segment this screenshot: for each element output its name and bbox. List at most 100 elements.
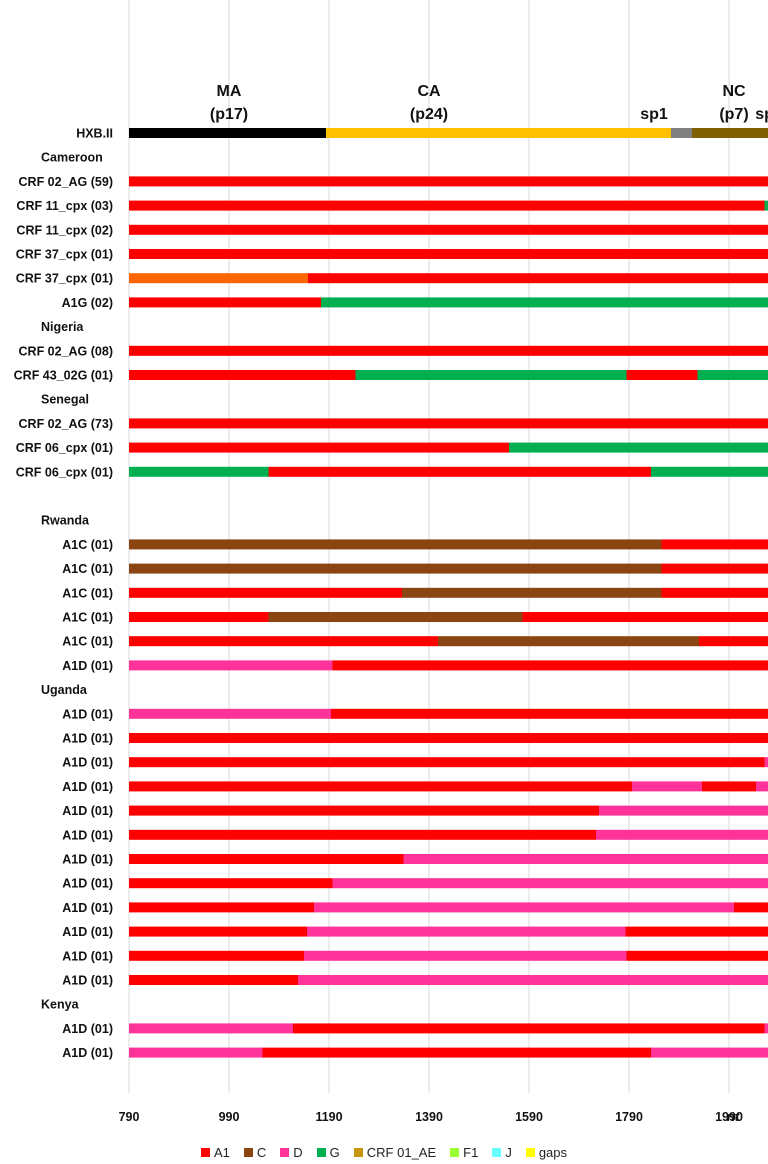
legend-swatch	[492, 1147, 502, 1157]
row-label: CRF 11_cpx (03)	[16, 199, 113, 213]
gene-region-label: sp1	[640, 106, 668, 123]
row-label: CRF 02_AG (08)	[19, 344, 113, 358]
row-label: CRF 37_cpx (01)	[16, 248, 113, 262]
bar-segment	[661, 539, 768, 550]
bar-segment	[702, 781, 756, 792]
row-label: A1C (01)	[62, 586, 113, 600]
bar-segment	[129, 176, 768, 187]
bar-segment	[129, 708, 331, 719]
row-label: A1D (01)	[62, 828, 113, 842]
bar-segment	[268, 612, 523, 622]
bar-segment	[332, 660, 768, 671]
bar-segment	[697, 370, 768, 380]
bar-segment	[129, 733, 768, 743]
legend-swatch	[243, 1147, 253, 1157]
bar-segment	[129, 345, 768, 356]
bar-segment	[304, 950, 627, 961]
legend-swatch	[450, 1147, 460, 1157]
bar-segment	[321, 297, 768, 308]
bar-segment	[651, 1047, 768, 1058]
legend-item: G	[316, 1145, 340, 1160]
row-label: A1D (01)	[62, 756, 113, 770]
gene-region-label: NC	[722, 83, 746, 100]
bar-segment	[268, 466, 651, 477]
legend-item: D	[280, 1144, 303, 1160]
bar-segment	[129, 829, 596, 840]
legend-swatch	[280, 1147, 290, 1157]
bar-segment	[129, 1047, 263, 1058]
bar-segment	[129, 781, 632, 792]
row-label: A1D (01)	[62, 974, 113, 988]
x-tick-label: 1790	[615, 1110, 643, 1124]
legend-label: F1	[463, 1144, 479, 1160]
row-label: A1D (01)	[62, 780, 113, 794]
row-label: A1D (01)	[62, 732, 113, 746]
bar-segment	[129, 539, 662, 550]
bar-segment	[129, 200, 765, 211]
legend-swatch	[200, 1147, 210, 1157]
gene-region-label: CA	[417, 83, 441, 100]
row-label: CRF 11_cpx (02)	[16, 223, 113, 237]
legend-item: J	[492, 1145, 512, 1160]
legend-item: A1	[200, 1144, 230, 1160]
row-label: A1D (01)	[62, 877, 113, 891]
row-label: A1C (01)	[62, 538, 113, 552]
legend-swatch	[525, 1147, 535, 1157]
bar-segment	[626, 950, 768, 961]
bar-segment	[129, 128, 326, 138]
row-label: CRF 02_AG (59)	[19, 175, 113, 189]
country-header: Rwanda	[41, 514, 90, 528]
bar-segment	[308, 273, 768, 284]
bar-segment	[355, 370, 627, 380]
bar-segment	[764, 200, 768, 211]
x-unit-label: nt	[727, 1109, 740, 1124]
bar-segment	[129, 297, 321, 308]
bar-segment	[661, 587, 768, 598]
row-label: CRF 06_cpx (01)	[16, 465, 113, 479]
bar-segment	[734, 902, 768, 913]
bar-segment	[129, 1023, 293, 1034]
x-tick-label: 1590	[515, 1110, 543, 1124]
gene-region-sub: (p17)	[210, 106, 248, 123]
row-label: CRF 43_02G (01)	[14, 369, 113, 383]
bar-segment	[262, 1047, 651, 1058]
legend-label: C	[256, 1144, 267, 1160]
bar-segment	[509, 442, 768, 453]
recombination-chart: HXB.II Cameroon CRF 02_AG (59) CRF 11_cpx (…	[14, 0, 768, 1124]
row-label: A1G (02)	[62, 296, 113, 310]
row-label: HXB.II	[76, 127, 113, 141]
row-label: CRF 37_cpx (01)	[16, 272, 113, 286]
legend-item: C	[243, 1144, 267, 1160]
row-label: A1D (01)	[62, 949, 113, 963]
legend-label: gaps	[538, 1144, 568, 1160]
x-tick-label: 1390	[415, 1110, 443, 1124]
bar-segment	[129, 805, 599, 816]
bar-segment	[522, 612, 768, 622]
bar-segment	[129, 370, 356, 380]
legend-label: D	[293, 1144, 303, 1160]
row-label: A1D (01)	[62, 853, 113, 867]
row-label: A1D (01)	[62, 901, 113, 915]
row-label: A1D (01)	[62, 804, 113, 818]
legend-item: F1	[450, 1145, 478, 1160]
bar-segment	[129, 636, 438, 647]
row-label: A1C (01)	[62, 562, 113, 576]
bar-segment	[756, 781, 768, 792]
bar-segment	[298, 975, 768, 985]
legend-label: A1	[213, 1144, 230, 1160]
row-label: A1D (01)	[62, 659, 113, 673]
bar-segment	[764, 1023, 768, 1034]
bar-segment	[314, 902, 734, 913]
bar-segment	[326, 128, 671, 138]
bar-segment	[699, 636, 768, 647]
bar-segment	[129, 563, 662, 574]
x-tick-label: 1990	[715, 1110, 743, 1124]
x-tick-label: 790	[119, 1110, 140, 1124]
country-header: Uganda	[41, 683, 88, 697]
legend-swatch	[316, 1147, 326, 1157]
legend-label: J	[505, 1144, 512, 1160]
row-label: A1D (01)	[62, 925, 113, 939]
bar-segment	[671, 128, 692, 138]
row-label: CRF 02_AG (73)	[19, 417, 113, 431]
